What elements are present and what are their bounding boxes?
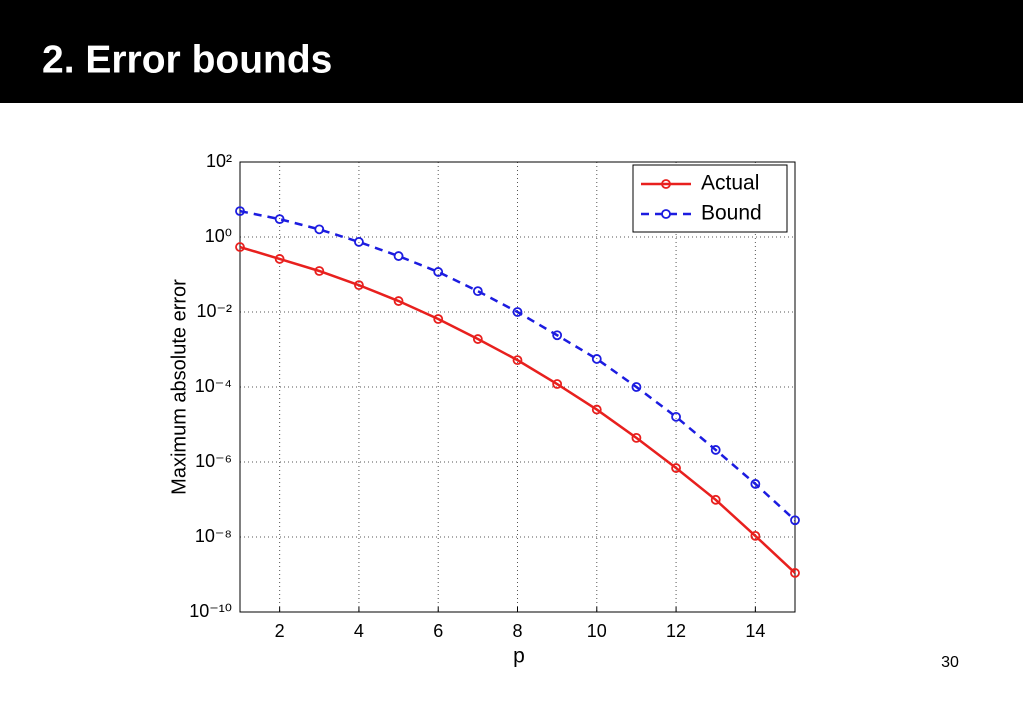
data-point: [512, 355, 523, 366]
legend-label: Bound: [701, 202, 762, 225]
data-point: [354, 237, 364, 247]
data-point: [314, 224, 325, 235]
data-point: [235, 206, 245, 217]
data-point: [710, 445, 721, 455]
y-tick-label: 10⁻⁸: [195, 526, 232, 546]
data-point: [671, 463, 681, 473]
legend-marker: [661, 179, 671, 189]
data-point: [750, 479, 761, 489]
data-point: [671, 411, 681, 422]
data-point: [512, 307, 523, 317]
data-point: [790, 568, 800, 578]
x-axis-label: p: [513, 645, 525, 668]
data-point: [393, 296, 404, 306]
plot-frame: [239, 161, 796, 613]
y-tick-label: 10⁻²: [196, 301, 232, 321]
y-tick-label: 10⁻⁶: [195, 451, 232, 471]
y-axis-label: Maximum absolute error: [168, 279, 190, 495]
data-point: [631, 432, 642, 443]
header-bar: [0, 0, 1023, 103]
data-point: [790, 515, 800, 526]
x-tick-label: 2: [275, 621, 285, 641]
legend-label: Actual: [701, 172, 759, 195]
data-point: [314, 266, 325, 276]
series-line: [239, 209, 796, 522]
data-point: [472, 334, 483, 344]
data-point: [750, 530, 761, 541]
y-tick-label: 10⁻⁴: [195, 376, 232, 396]
x-tick-label: 14: [745, 621, 765, 641]
data-point: [274, 214, 285, 225]
data-point: [472, 286, 483, 297]
data-point: [433, 314, 444, 324]
x-tick-label: 4: [354, 621, 364, 641]
data-point: [393, 251, 404, 261]
data-point: [591, 404, 602, 415]
data-point: [710, 494, 721, 505]
x-tick-label: 6: [433, 621, 443, 641]
legend-marker: [661, 209, 671, 219]
y-tick-label: 10⁻¹⁰: [189, 601, 232, 621]
data-point: [274, 254, 285, 264]
data-point: [354, 280, 364, 291]
slide-title: 2. Error bounds: [42, 38, 332, 81]
x-tick-label: 12: [666, 621, 686, 641]
y-tick-label: 10²: [206, 151, 232, 171]
y-tick-label: 10⁰: [205, 226, 232, 246]
x-tick-label: 8: [512, 621, 522, 641]
data-point: [552, 330, 563, 341]
data-point: [631, 382, 642, 392]
data-point: [235, 242, 245, 252]
page-number: 30: [941, 654, 959, 671]
data-point: [552, 379, 563, 389]
legend-box: [632, 164, 788, 233]
x-tick-label: 10: [587, 621, 607, 641]
series-line: [239, 245, 796, 574]
data-point: [591, 354, 602, 364]
data-point: [433, 267, 444, 277]
